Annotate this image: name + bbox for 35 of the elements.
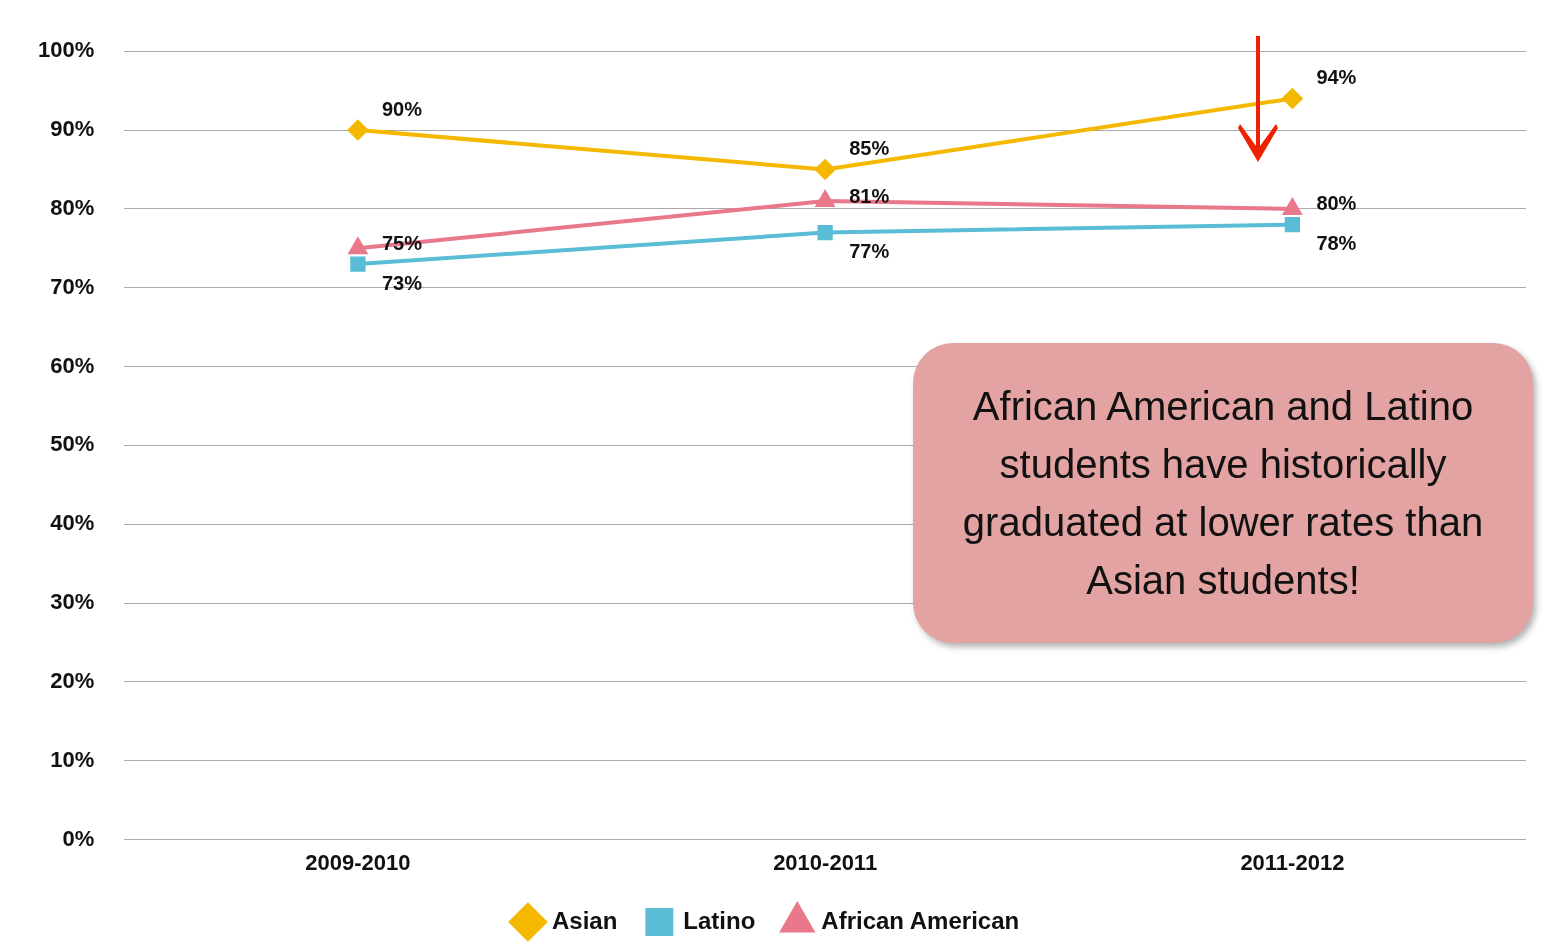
y-tick-label: 40% [50,510,95,536]
point [347,120,368,141]
data-label: 80% [1316,192,1357,215]
y-tick-label: 50% [50,431,95,457]
point [815,159,836,180]
y-tick-label: 70% [50,273,95,299]
point [816,191,835,207]
point [350,256,366,272]
y-tick-label: 10% [50,746,95,772]
y-tick-label: 0% [62,825,95,851]
data-label: 94% [1316,66,1357,89]
point [348,238,367,255]
y-tick-label: 100% [37,37,95,63]
x-tick-label: 2010-2011 [773,849,878,875]
point [817,224,833,241]
data-label: 85% [849,136,890,159]
point [1283,198,1302,215]
legend-label: Asian [551,906,618,934]
data-label: 78% [1316,232,1357,255]
x-tick-label: 2011-2012 [1240,849,1345,875]
point [1284,216,1301,233]
data-label: 73% [381,271,423,294]
data-label: 90% [381,97,423,120]
legend-label: Latino [683,906,756,934]
y-tick-label: 80% [50,194,95,220]
data-label: 77% [849,240,890,263]
legend-label: African American [821,906,1020,934]
callout: African American and Latino students have historically graduated at lower rates than Asian students! [913,343,1533,643]
y-tick-label: 30% [50,589,95,615]
x-tick-label: 2009-2010 [305,849,411,875]
y-tick-label: 90% [50,116,95,142]
point [1282,88,1303,109]
y-tick-label: 60% [50,352,95,378]
annotation: African American and Latino students have historically graduated at lower rates than Asian students! [961,383,1485,604]
y-tick-label: 20% [50,667,95,693]
